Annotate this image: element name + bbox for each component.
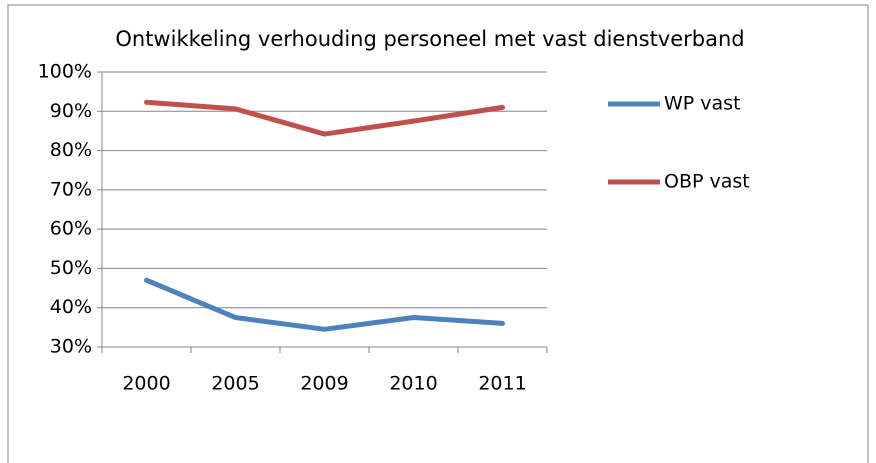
y-tick-label: 60% <box>50 218 92 240</box>
y-tick-label: 40% <box>50 296 92 318</box>
legend-label: OBP vast <box>664 171 750 193</box>
legend-label: WP vast <box>664 93 741 115</box>
y-tick-label: 80% <box>50 139 92 161</box>
y-tick-label: 50% <box>50 257 92 279</box>
y-tick-label: 100% <box>38 61 92 83</box>
x-tick-label: 2011 <box>478 373 526 395</box>
y-tick-label: 70% <box>50 178 92 200</box>
x-tick-label: 2009 <box>300 373 348 395</box>
x-tick-label: 2010 <box>389 373 437 395</box>
y-tick-label: 30% <box>50 336 92 358</box>
line-series <box>144 99 505 137</box>
line-series <box>144 277 505 332</box>
x-tick-label: 2005 <box>211 373 259 395</box>
x-tick-label: 2000 <box>122 373 170 395</box>
chart-border <box>7 4 869 463</box>
y-tick-label: 90% <box>50 100 92 122</box>
chart-title: Ontwikkeling verhouding personeel met va… <box>115 27 744 51</box>
